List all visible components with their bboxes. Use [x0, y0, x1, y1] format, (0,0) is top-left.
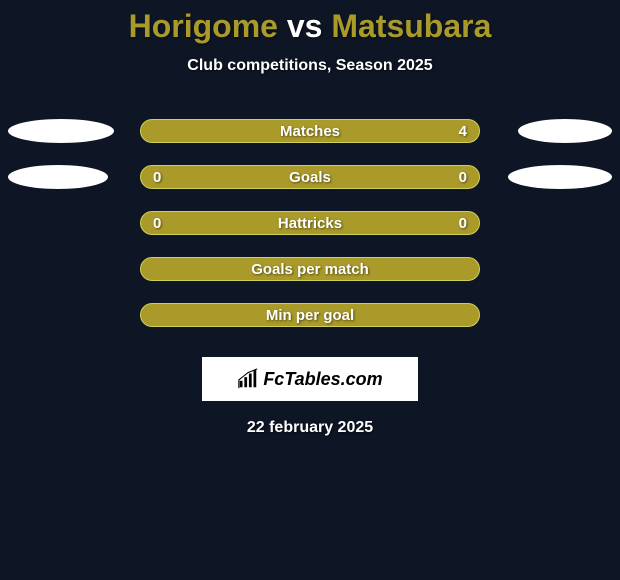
- right-ellipse: [508, 165, 612, 189]
- left-ellipse: [8, 165, 108, 189]
- stat-label: Min per goal: [141, 304, 479, 328]
- vs-separator: vs: [287, 8, 323, 44]
- stat-right-value: 0: [459, 212, 467, 236]
- stat-right-value: 0: [459, 166, 467, 190]
- stat-row: Matches4: [0, 117, 620, 163]
- logo-box: FcTables.com: [202, 357, 418, 401]
- stats-content: Matches4Goals00Hattricks00Goals per matc…: [0, 117, 620, 347]
- stat-label: Hattricks: [141, 212, 479, 236]
- stat-label: Matches: [141, 120, 479, 144]
- player2-name: Matsubara: [331, 8, 491, 44]
- comparison-title: Horigome vs Matsubara: [0, 0, 620, 45]
- stat-right-value: 4: [459, 120, 467, 144]
- subtitle: Club competitions, Season 2025: [0, 57, 620, 75]
- stat-row: Goals per match: [0, 255, 620, 301]
- stat-bar: Matches4: [140, 119, 480, 143]
- stat-label: Goals per match: [141, 258, 479, 282]
- stat-bar: Goals0 0: [140, 165, 480, 189]
- stat-row: Min per goal: [0, 301, 620, 347]
- stat-label: Goals: [141, 166, 479, 190]
- logo-text: FcTables.com: [263, 369, 382, 390]
- stat-bar: Goals per match: [140, 257, 480, 281]
- date-label: 22 february 2025: [0, 419, 620, 437]
- right-ellipse: [518, 119, 612, 143]
- stat-left-value: 0: [153, 212, 161, 236]
- left-ellipse: [8, 119, 114, 143]
- player1-name: Horigome: [129, 8, 278, 44]
- bar-chart-icon: [237, 368, 259, 390]
- stat-row: Hattricks0 0: [0, 209, 620, 255]
- stat-left-value: 0: [153, 166, 161, 190]
- stat-bar: Hattricks0 0: [140, 211, 480, 235]
- stat-bar: Min per goal: [140, 303, 480, 327]
- stat-row: Goals0 0: [0, 163, 620, 209]
